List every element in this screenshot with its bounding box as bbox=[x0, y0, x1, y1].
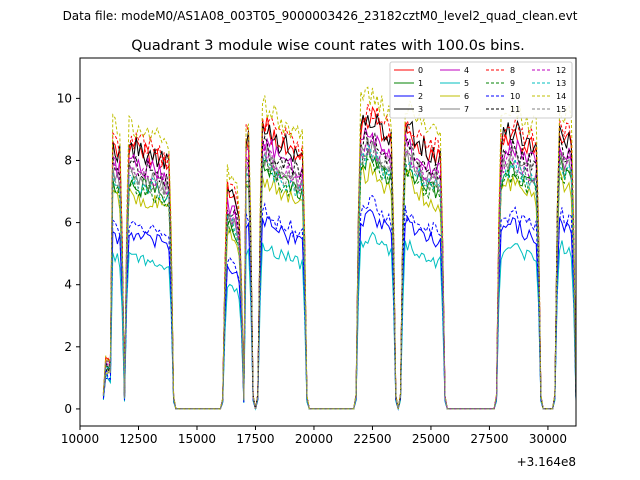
legend-label-0: 0 bbox=[418, 66, 423, 75]
x-tick-label: 17500 bbox=[236, 432, 274, 446]
series-line-15 bbox=[102, 141, 576, 410]
data-file-suptitle: Data file: modeM0/AS1A08_003T05_90000034… bbox=[63, 9, 578, 23]
legend-label-3: 3 bbox=[418, 105, 423, 114]
legend-label-15: 15 bbox=[556, 105, 566, 114]
y-axis: 0 2 4 6 8 10 bbox=[57, 91, 80, 416]
x-tick-label: 30000 bbox=[529, 432, 567, 446]
x-tick-label: 27500 bbox=[470, 432, 508, 446]
x-tick-label: 12500 bbox=[119, 432, 157, 446]
y-tick-label: 8 bbox=[64, 153, 72, 167]
legend-label-9: 9 bbox=[510, 79, 515, 88]
legend-label-5: 5 bbox=[464, 79, 469, 88]
legend-label-8: 8 bbox=[510, 66, 515, 75]
y-tick-label: 0 bbox=[64, 402, 72, 416]
legend-label-4: 4 bbox=[464, 66, 469, 75]
x-axis: 10000 12500 15000 17500 20000 22500 25000 27500… bbox=[61, 426, 567, 446]
x-tick-label: 15000 bbox=[178, 432, 216, 446]
legend-label-14: 14 bbox=[556, 92, 566, 101]
chart-title: Quadrant 3 module wise count rates with … bbox=[131, 38, 525, 54]
y-tick-label: 10 bbox=[57, 91, 72, 105]
y-tick-label: 6 bbox=[64, 216, 72, 230]
legend-label-6: 6 bbox=[464, 92, 469, 101]
legend-label-12: 12 bbox=[556, 66, 566, 75]
series-line-14 bbox=[102, 86, 576, 410]
x-tick-label: 22500 bbox=[353, 432, 391, 446]
y-tick-label: 4 bbox=[64, 278, 72, 292]
legend-label-1: 1 bbox=[418, 79, 423, 88]
y-tick-label: 2 bbox=[64, 340, 72, 354]
plot-area-frame bbox=[79, 57, 577, 427]
x-tick-label: 10000 bbox=[61, 432, 99, 446]
legend-label-10: 10 bbox=[510, 92, 520, 101]
legend-label-2: 2 bbox=[418, 92, 423, 101]
x-offset-label: +3.164e8 bbox=[517, 455, 576, 469]
x-tick-label: 25000 bbox=[412, 432, 450, 446]
legend-label-7: 7 bbox=[464, 105, 469, 114]
x-tick-label: 20000 bbox=[295, 432, 333, 446]
series-layer bbox=[102, 86, 576, 411]
legend-label-11: 11 bbox=[510, 105, 520, 114]
legend-label-13: 13 bbox=[556, 79, 566, 88]
legend-frame bbox=[389, 61, 573, 119]
